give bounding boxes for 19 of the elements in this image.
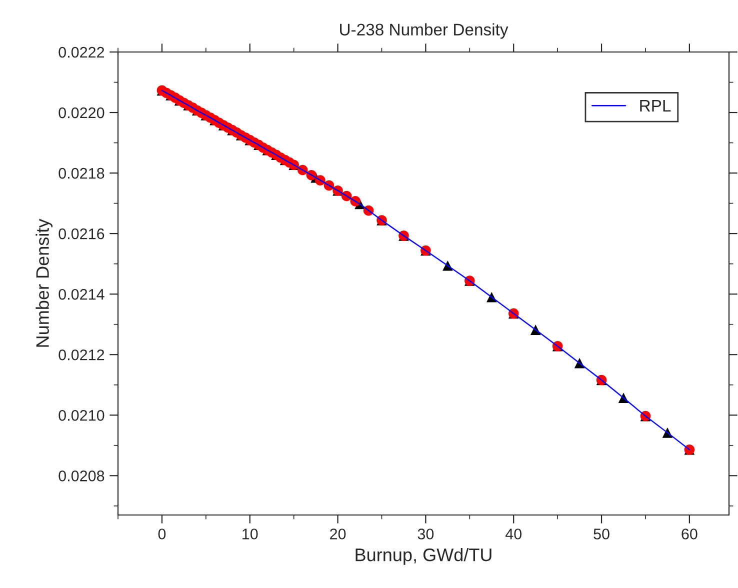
x-axis-title: Burnup, GWd/TU [356,548,492,565]
y-tick-label: 0.0220 [58,107,104,118]
chart-title: U-238 Number Density [340,23,508,39]
x-tick-label: 60 [682,528,698,540]
legend-label: RPL [640,100,671,112]
y-tick-label: 0.0210 [58,410,104,421]
x-tick-label: 0 [158,528,166,540]
y-tick-label: 0.0222 [58,46,104,58]
y-tick-label: 0.0208 [58,470,104,482]
x-tick-label: 30 [418,528,434,540]
x-tick-label: 20 [330,528,346,540]
y-tick-label: 0.0212 [58,349,104,360]
x-tick-label: 10 [242,528,258,540]
y-tick-label: 0.0214 [58,288,104,300]
y-tick-label: 0.0218 [58,168,104,179]
x-tick-label: 40 [505,528,522,540]
y-axis-title: Number Density [36,218,53,347]
y-tick-label: 0.0216 [58,228,104,240]
x-tick-label: 50 [594,528,610,540]
